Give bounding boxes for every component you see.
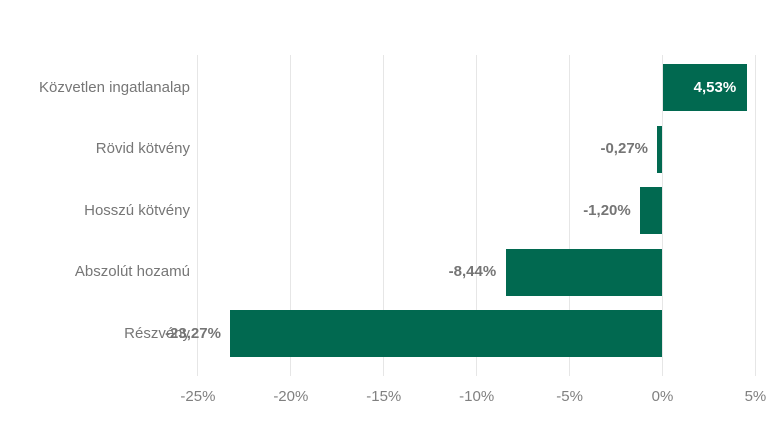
gridline bbox=[383, 55, 385, 376]
bar-5[interactable] bbox=[230, 310, 663, 357]
gridline bbox=[197, 55, 199, 376]
category-label: Hosszú kötvény bbox=[84, 201, 190, 219]
x-tick-label: -20% bbox=[273, 388, 309, 405]
gridline bbox=[476, 55, 478, 376]
x-tick-label: -5% bbox=[556, 388, 583, 405]
value-label: -23,27% bbox=[165, 324, 221, 342]
gridline bbox=[754, 55, 756, 376]
value-label: -1,20% bbox=[583, 201, 631, 219]
x-tick-label: -15% bbox=[366, 388, 402, 405]
bar-1[interactable] bbox=[662, 64, 747, 111]
bar-2[interactable] bbox=[657, 125, 663, 173]
category-label: Rövid kötvény bbox=[95, 140, 190, 157]
x-tick-label: -10% bbox=[459, 388, 495, 405]
gridline bbox=[290, 55, 292, 376]
category-label: Abszolút hozamú bbox=[74, 263, 190, 280]
category-label: Közvetlen ingatlanalap bbox=[39, 78, 190, 96]
value-label: 4,53% bbox=[693, 78, 737, 96]
gridline bbox=[569, 55, 571, 376]
x-tick-label: 5% bbox=[744, 388, 767, 405]
gridline bbox=[662, 55, 663, 376]
x-tick-label: 0% bbox=[651, 388, 674, 405]
bar-4[interactable] bbox=[505, 248, 663, 296]
category-label: Részvény bbox=[124, 324, 190, 342]
value-label: -8,44% bbox=[448, 263, 497, 280]
x-tick-label: -25% bbox=[180, 388, 216, 405]
bar-3[interactable] bbox=[640, 187, 663, 234]
value-label: -0,27% bbox=[600, 140, 648, 157]
